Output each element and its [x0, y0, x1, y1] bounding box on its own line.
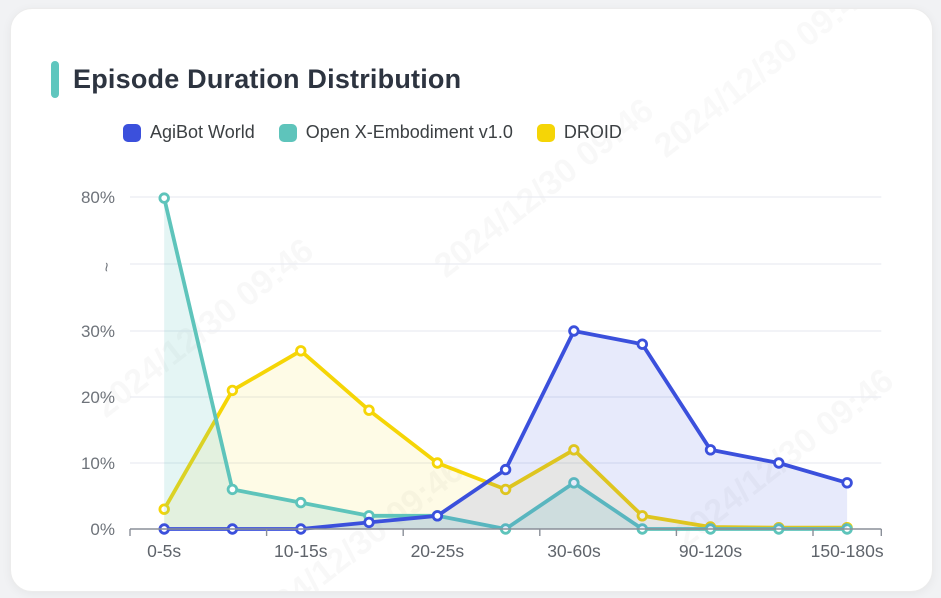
title-accent-bar	[51, 61, 59, 98]
data-point[interactable]	[363, 404, 375, 416]
chart-card: 2024/12/30 09:46 2024/12/30 09:46 2024/1…	[10, 8, 933, 592]
series-area-2	[164, 350, 848, 529]
x-axis-label: 20-25s	[411, 541, 465, 561]
data-point[interactable]	[158, 503, 170, 515]
x-axis-label: 0-5s	[147, 541, 181, 561]
chart-title: Episode Duration Distribution	[73, 64, 462, 94]
data-point[interactable]	[226, 483, 239, 496]
data-point[interactable]	[499, 483, 512, 496]
data-point[interactable]	[568, 444, 580, 456]
legend-swatch-open-x-embodiment	[278, 123, 297, 142]
data-point[interactable]	[295, 345, 307, 357]
data-point[interactable]	[226, 384, 239, 397]
data-point[interactable]	[295, 496, 307, 509]
data-point[interactable]	[431, 510, 444, 522]
data-point[interactable]	[499, 463, 512, 476]
data-point[interactable]	[636, 338, 649, 350]
legend-label: AgiBot World	[150, 122, 255, 142]
x-axis-label: 150-180s	[811, 541, 884, 561]
y-axis-label: 30%	[81, 322, 115, 341]
y-axis-label: 20%	[81, 388, 115, 407]
data-point[interactable]	[568, 325, 580, 337]
legend-swatch-droid	[536, 123, 555, 142]
data-point[interactable]	[158, 192, 170, 204]
data-point[interactable]	[363, 516, 375, 529]
x-axis-label: 10-15s	[274, 541, 328, 561]
data-point[interactable]	[636, 510, 649, 522]
title-row: Episode Duration Distribution	[51, 61, 461, 98]
y-axis-label: 10%	[81, 454, 115, 473]
data-point[interactable]	[568, 477, 580, 489]
legend-item-open-x-embodiment[interactable]: Open X-Embodiment v1.0	[278, 122, 513, 143]
data-point[interactable]	[773, 457, 785, 469]
y-axis-label: 0%	[90, 520, 115, 539]
legend-item-droid[interactable]: DROID	[536, 122, 622, 143]
x-axis-label: 30-60s	[547, 541, 601, 561]
chart-legend: AgiBot World Open X-Embodiment v1.0 DROI…	[123, 122, 622, 143]
series-area-0	[164, 331, 848, 529]
data-point[interactable]	[841, 477, 853, 489]
data-point[interactable]	[704, 444, 717, 456]
episode-duration-chart[interactable]: 80% ~30% 20% 10% 0% 0-5s 10-15s 20-25s 30-60s 90-…	[11, 9, 933, 592]
legend-label: DROID	[563, 122, 622, 142]
legend-item-agibot-world[interactable]: AgiBot World	[123, 122, 255, 143]
x-axis-label: 90-120s	[679, 541, 742, 561]
legend-label: Open X-Embodiment v1.0	[305, 122, 513, 142]
data-point[interactable]	[431, 457, 444, 469]
y-axis-label: ~	[97, 262, 116, 272]
series-area-1	[164, 198, 848, 529]
y-axis-label: 80%	[81, 188, 115, 207]
legend-swatch-agibot-world	[123, 123, 141, 142]
